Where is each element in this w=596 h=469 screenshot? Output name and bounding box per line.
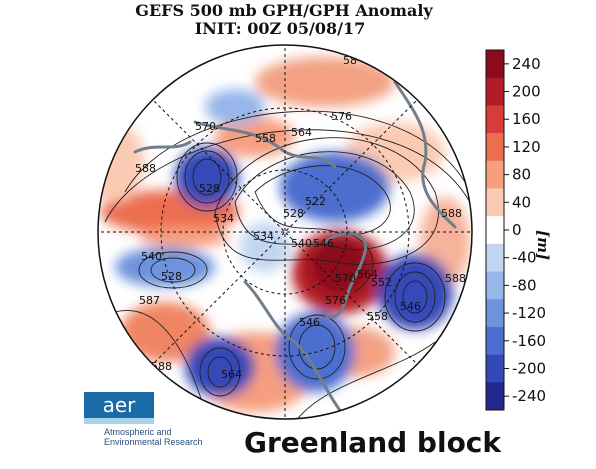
contour-label: 587 — [139, 294, 160, 307]
colorbar: 240 200 160 120 80 40 0 -40 -80 -120 -160 -200 -240 — [485, 49, 546, 411]
colorbar-swatch — [486, 188, 504, 217]
colorbar-swatch — [486, 382, 504, 411]
contour-label: 522 — [305, 195, 326, 208]
colorbar-tick-label: -240 — [512, 387, 546, 405]
colorbar-tick-label: 40 — [512, 193, 531, 211]
contour-label: 558 — [255, 132, 276, 145]
contour-label: 570 — [195, 120, 216, 133]
colorbar-swatch — [486, 216, 504, 245]
contour-label: 564 — [221, 368, 242, 381]
colorbar-swatch — [486, 105, 504, 134]
contour-label: 546 — [299, 316, 320, 329]
logo-subtitle-line1: Atmospheric and — [104, 427, 172, 437]
contour-label: 540 — [141, 250, 162, 263]
colorbar-tick-label: 0 — [512, 221, 522, 239]
colorbar-swatch — [486, 243, 504, 273]
colorbar-tick-label: -120 — [512, 304, 546, 322]
contour-label: 540 — [291, 237, 312, 250]
logo-mark: aer — [84, 392, 154, 418]
contour-label: 528 — [199, 182, 220, 195]
contour-label: 564 — [357, 268, 378, 281]
contour-label: 576 — [325, 294, 346, 307]
contour-label: 534 — [213, 212, 234, 225]
contour-labels: 576 570 558 564 588 528 534 528 522 540 … — [135, 54, 466, 381]
logo-bar — [84, 418, 154, 424]
colorbar-swatch — [486, 326, 504, 356]
height-contours — [104, 110, 472, 419]
polar-map: 576 570 558 564 588 528 534 528 522 540 … — [97, 44, 473, 420]
colorbar-swatch — [486, 160, 504, 189]
colorbar-tick-label: 200 — [512, 83, 541, 101]
latlon-grid — [98, 45, 472, 419]
colorbar-tick-label: 160 — [512, 110, 541, 128]
colorbar-swatch — [486, 50, 504, 79]
contour-label: 528 — [283, 207, 304, 220]
aer-logo: aer Atmospheric and Environmental Resear… — [84, 392, 244, 452]
colorbar-unit: [m] — [534, 230, 552, 261]
colorbar-tick-label: 80 — [512, 166, 531, 184]
contour-label: 558 — [367, 310, 388, 323]
contour-label: 546 — [313, 237, 334, 250]
contour-label: 552 — [371, 276, 392, 289]
init-time: INIT: 00Z 05/08/17 — [194, 19, 366, 38]
map-title: GEFS 500 mb GPH/GPH Anomaly — [135, 1, 433, 20]
colorbar-tick-label: -160 — [512, 332, 546, 350]
colorbar-swatch — [486, 354, 504, 383]
contour-label: 534 — [253, 230, 274, 243]
contour-label: 588 — [445, 272, 466, 285]
contour-label: 570 — [335, 272, 356, 285]
caption: Greenland block — [244, 426, 502, 459]
colorbar-swatch — [486, 271, 504, 300]
contour-label: 588 — [441, 207, 462, 220]
contour-label: 588 — [135, 162, 156, 175]
contour-label: 576 — [331, 110, 352, 123]
colorbar-tick-label: -200 — [512, 359, 546, 377]
contour-label: 546 — [400, 300, 421, 313]
colorbar-tick-label: -40 — [512, 249, 537, 267]
colorbar-swatch — [486, 299, 504, 328]
colorbar-swatch — [486, 133, 504, 162]
colorbar-swatch — [486, 77, 504, 106]
colorbar-tick-label: 120 — [512, 138, 541, 156]
colorbar-tick-label: -80 — [512, 276, 537, 294]
anomaly-field: 576 570 558 564 588 528 534 528 522 540 … — [98, 45, 472, 419]
colorbar-tick-label: 240 — [512, 55, 541, 73]
logo-subtitle-line2: Environmental Research — [104, 437, 203, 447]
contour-label: 564 — [291, 126, 312, 139]
contour-label: 528 — [161, 270, 182, 283]
